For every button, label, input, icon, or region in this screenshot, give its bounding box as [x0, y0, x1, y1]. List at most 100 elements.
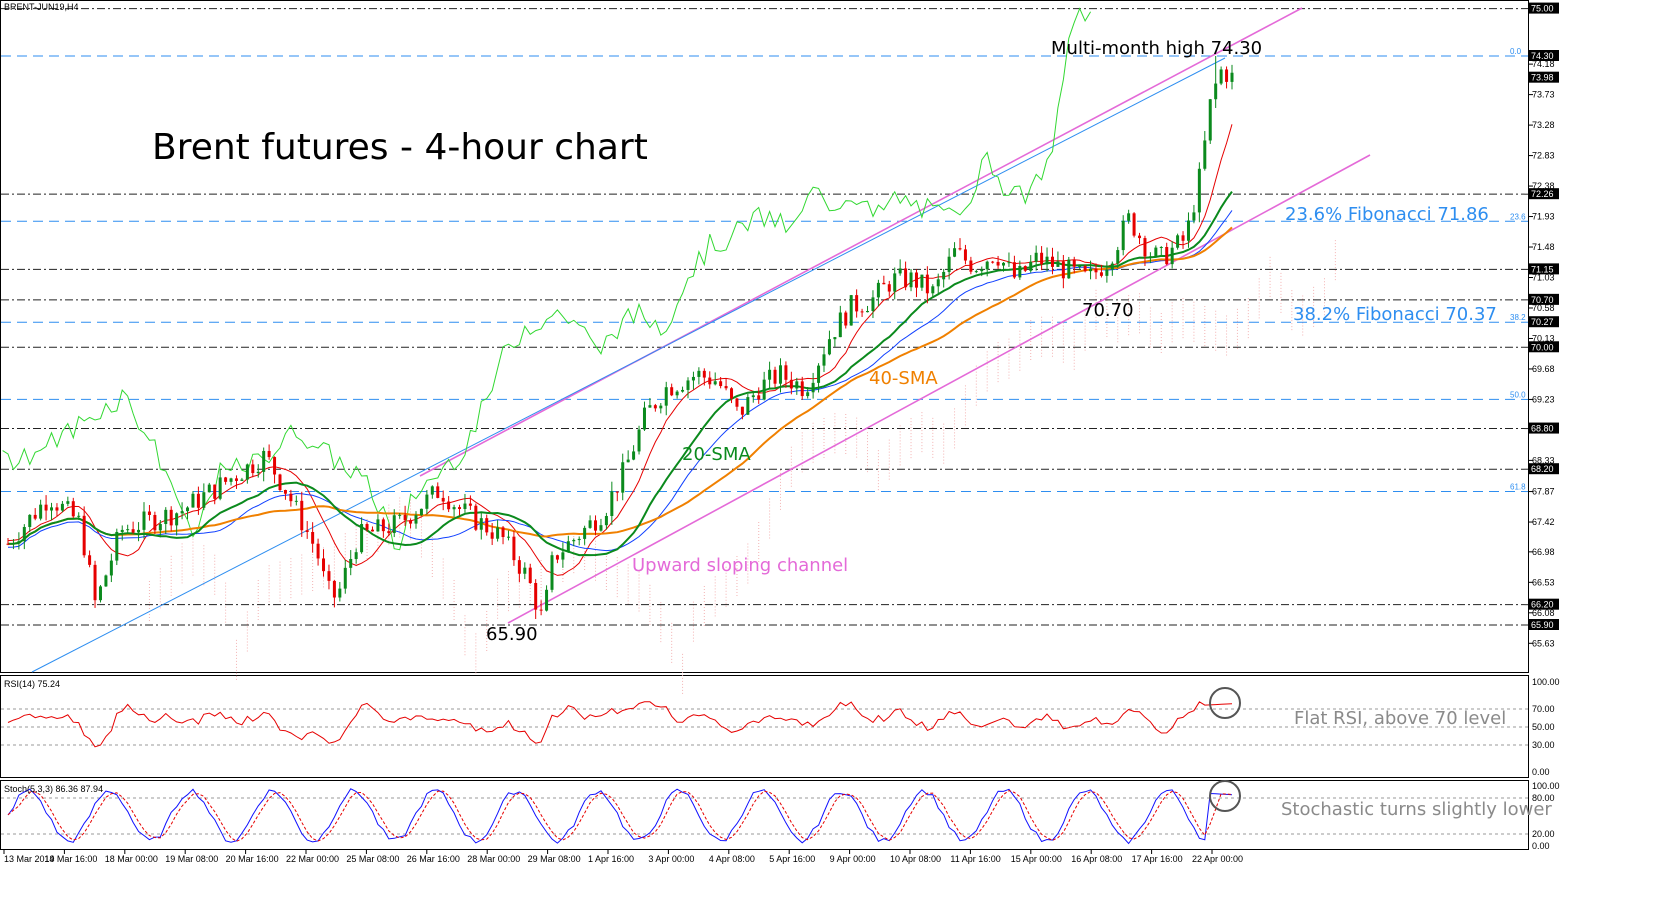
candle-body-156 [855, 295, 859, 312]
time-tick-label-5: 22 Mar 00:00 [286, 854, 339, 864]
candle-body-51 [283, 490, 287, 494]
candle-body-61 [338, 588, 342, 598]
candle-body-162 [887, 284, 891, 292]
candle-body-123 [675, 391, 679, 396]
candle-body-137 [751, 395, 755, 398]
annotation-fib-23: 23.6% Fibonacci 71.86 [1285, 204, 1489, 225]
level-tag-7: 66.20 [1531, 600, 1554, 610]
candle-body-192 [1050, 256, 1054, 267]
candle-body-70 [387, 531, 391, 534]
stoch-signal-line [7, 790, 1233, 842]
level-tag-6-bg [1529, 463, 1559, 475]
candle-body-63 [349, 558, 353, 568]
candle-body-113 [621, 462, 625, 493]
candle-body-109 [599, 525, 603, 531]
candle-body-87 [479, 518, 483, 530]
candle-body-196 [1072, 259, 1076, 267]
candle-body-48 [267, 450, 271, 458]
candle-body-146 [800, 381, 804, 397]
price-tick-label-8: 71.03 [1532, 273, 1555, 283]
rsi-tick-1: 70.00 [1532, 704, 1555, 714]
candle-body-72 [398, 514, 402, 516]
candle-body-45 [251, 464, 255, 474]
candle-body-11 [66, 501, 70, 504]
candle-body-67 [370, 529, 374, 532]
price-tick-label-18: 66.53 [1532, 577, 1555, 587]
annotation-40-sma: 40-SMA [869, 368, 938, 389]
candle-body-81 [447, 501, 451, 510]
time-tick-label-17: 15 Apr 00:00 [1011, 854, 1062, 864]
candle-body-68 [376, 519, 380, 532]
candle-body-118 [648, 405, 652, 408]
candle-body-3 [22, 527, 26, 542]
candle-body-161 [882, 282, 886, 285]
candle-body-29 [164, 509, 168, 525]
candle-body-178 [974, 271, 978, 273]
candle-body-90 [496, 527, 500, 539]
candle-body-206 [1127, 213, 1131, 221]
candle-body-181 [991, 261, 995, 263]
candle-body-93 [512, 536, 516, 561]
candle-body-127 [697, 370, 701, 377]
candle-body-60 [332, 580, 336, 598]
candle-body-111 [610, 491, 614, 516]
time-tick-label-6: 25 Mar 08:00 [346, 854, 399, 864]
price-tag-0: 73.98 [1531, 73, 1554, 83]
candle-body-208 [1138, 235, 1142, 239]
candle-body-58 [322, 558, 326, 572]
time-tick-label-20: 22 Apr 00:00 [1192, 854, 1243, 864]
candle-body-173 [947, 256, 951, 272]
candle-body-91 [501, 527, 505, 538]
candle-body-141 [773, 369, 777, 384]
candle-body-7 [44, 504, 48, 511]
candle-body-52 [289, 493, 293, 502]
candle-body-24 [137, 529, 141, 533]
candle-body-186 [1018, 266, 1022, 278]
candle-body-159 [871, 297, 875, 311]
rsi-lines: 100.00 70.00 50.00 30.00 0.00 [1, 677, 1560, 777]
candle-body-89 [490, 532, 494, 539]
candle-body-23 [131, 529, 135, 533]
stoch-panel-frame [0, 780, 1529, 850]
candle-body-39 [218, 477, 222, 499]
candle-body-21 [120, 529, 124, 532]
candle-body-37 [207, 484, 211, 493]
candle-body-147 [806, 392, 810, 397]
candle-body-185 [1012, 262, 1016, 278]
candle-body-97 [534, 582, 538, 610]
candle-body-215 [1176, 235, 1180, 248]
candle-body-150 [822, 354, 826, 366]
candle-body-56 [311, 532, 315, 544]
level-tag-2-bg [1529, 263, 1559, 275]
candle-body-104 [572, 540, 576, 542]
candle-body-183 [1002, 262, 1006, 266]
candle-body-82 [452, 507, 456, 510]
candle-body-131 [719, 381, 723, 387]
rsi-tick-0: 100.00 [1532, 677, 1560, 687]
candle-body-19 [109, 560, 113, 576]
symbol-label: BRENT-JUN19,H4 [4, 2, 79, 12]
candle-body-175 [958, 248, 962, 250]
candle-body-140 [768, 369, 772, 380]
stoch-tick-2: 20.00 [1532, 829, 1555, 839]
price-tick-label-9: 70.58 [1532, 303, 1555, 313]
fib-tag-0-bg [1529, 50, 1559, 61]
candle-body-1 [11, 543, 15, 545]
candle-body-182 [996, 261, 1000, 266]
candle-body-220 [1203, 140, 1207, 169]
candle-body-115 [632, 451, 636, 460]
price-tick-label-6: 71.93 [1532, 212, 1555, 222]
candle-body-114 [626, 459, 630, 463]
price-tick-label-5: 72.38 [1532, 181, 1555, 191]
candle-body-224 [1225, 69, 1229, 82]
rsi-line [7, 701, 1233, 748]
candle-body-10 [60, 503, 64, 511]
time-tick-label-3: 19 Mar 08:00 [165, 854, 218, 864]
stoch-main-line [7, 788, 1233, 845]
time-tick-label-14: 9 Apr 00:00 [830, 854, 876, 864]
candle-body-170 [931, 286, 935, 294]
level-tag-6: 68.20 [1531, 464, 1554, 474]
candle-body-142 [778, 365, 782, 384]
